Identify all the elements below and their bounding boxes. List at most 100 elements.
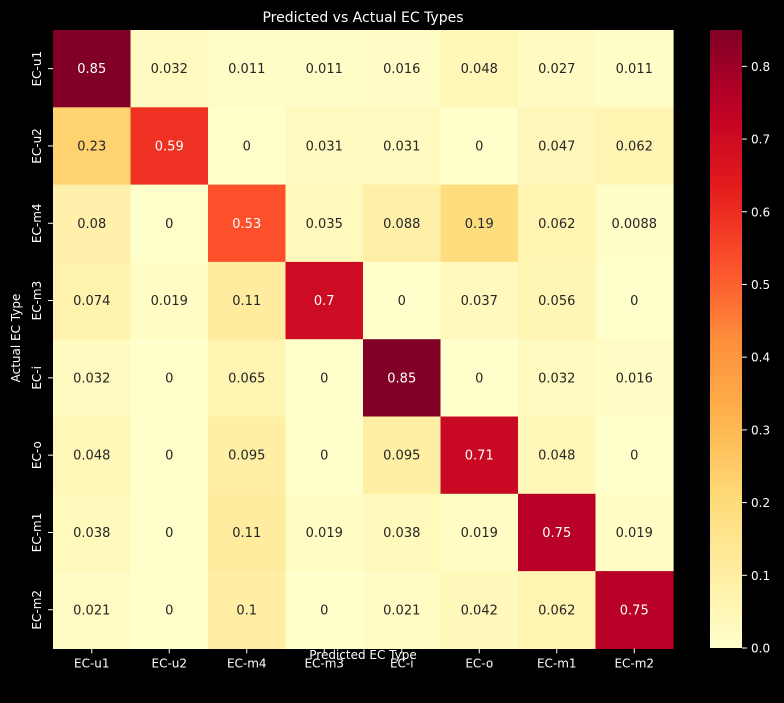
colorbar-gradient [710, 30, 742, 648]
heatmap-cell [53, 107, 132, 186]
cell-value-label: 0.75 [620, 603, 649, 618]
heatmap-cell [440, 107, 519, 186]
heatmap-cell [595, 30, 674, 108]
heatmap-cell [518, 416, 597, 495]
heatmap-cell [595, 184, 674, 263]
heatmap-cell [595, 571, 674, 649]
heatmap-cells: 0.85 0.032 0.011 0.011 0.016 0.048 0.027 0.011 0… [53, 30, 674, 649]
cell-value-label: 0.031 [306, 139, 343, 154]
cell-value-label: 0.032 [538, 371, 575, 386]
cell-value-label: 0.027 [538, 62, 575, 77]
cell-value-label: 0.016 [616, 371, 653, 386]
heatmap-cell [130, 416, 209, 495]
cell-value-label: 0 [165, 526, 173, 541]
heatmap-cell [595, 261, 674, 340]
cell-value-label: 0.042 [461, 603, 498, 618]
cell-value-label: 0.065 [228, 371, 265, 386]
heatmap-cell [208, 416, 287, 495]
cell-value-label: 0.85 [387, 371, 416, 386]
cell-value-label: 0.048 [73, 449, 110, 464]
colorbar-tick-label: 0.2 [751, 496, 770, 510]
cell-value-label: 0.031 [383, 139, 420, 154]
cell-value-label: 0 [398, 294, 406, 309]
heatmap-cell [595, 339, 674, 418]
cell-value-label: 0.019 [616, 526, 653, 541]
cell-value-label: 0 [165, 449, 173, 464]
cell-value-label: 0.0088 [612, 217, 658, 232]
heatmap-cell [285, 339, 364, 418]
heatmap-cell [518, 30, 597, 108]
cell-value-label: 0 [165, 603, 173, 618]
heatmap-cell [363, 416, 442, 495]
x-tick-label: EC-o [465, 656, 493, 670]
cell-value-label: 0 [475, 371, 483, 386]
heatmap-cell [440, 30, 519, 108]
heatmap-cell [285, 261, 364, 340]
cell-value-label: 0.021 [73, 603, 110, 618]
heatmap-cell [285, 493, 364, 572]
heatmap-cell [208, 30, 287, 108]
cell-value-label: 0.019 [306, 526, 343, 541]
heatmap-cell [285, 107, 364, 186]
heatmap-cell [53, 571, 132, 649]
heatmap-cell [208, 184, 287, 263]
cell-value-label: 0.056 [538, 294, 575, 309]
heatmap-cell [285, 30, 364, 108]
cell-value-label: 0.037 [461, 294, 498, 309]
cell-value-label: 0.095 [383, 449, 420, 464]
heatmap-cell [130, 571, 209, 649]
cell-value-label: 0 [630, 449, 638, 464]
heatmap-cell [285, 571, 364, 649]
cell-value-label: 0.062 [616, 139, 653, 154]
cell-value-label: 0.23 [77, 139, 106, 154]
y-tick-label: EC-m3 [30, 281, 44, 321]
cell-value-label: 0.7 [314, 294, 335, 309]
heatmap-cell [208, 339, 287, 418]
heatmap-cell [518, 339, 597, 418]
colorbar-tick-label: 0.1 [751, 569, 770, 583]
cell-value-label: 0.08 [77, 217, 106, 232]
cell-value-label: 0.1 [236, 603, 257, 618]
heatmap-cell [130, 184, 209, 263]
colorbar-tick-label: 0.6 [751, 205, 770, 219]
heatmap-cell [53, 493, 132, 572]
cell-value-label: 0.032 [73, 371, 110, 386]
y-tick-label: EC-u2 [30, 128, 44, 164]
heatmap-cell [285, 416, 364, 495]
cell-value-label: 0.11 [232, 526, 261, 541]
colorbar-tick-label: 0.3 [751, 423, 770, 437]
heatmap-cell [595, 416, 674, 495]
colorbar-tick-label: 0.0 [751, 642, 770, 656]
heatmap-cell [440, 339, 519, 418]
cell-value-label: 0.095 [228, 449, 265, 464]
cell-value-label: 0.85 [77, 62, 106, 77]
heatmap-cell [363, 493, 442, 572]
cell-value-label: 0.53 [232, 217, 261, 232]
colorbar-tick-label: 0.4 [751, 351, 770, 365]
cell-value-label: 0.019 [151, 294, 188, 309]
cell-value-label: 0.038 [383, 526, 420, 541]
heatmap-cell [440, 184, 519, 263]
cell-value-label: 0 [165, 371, 173, 386]
heatmap-cell [595, 493, 674, 572]
cell-value-label: 0.016 [383, 62, 420, 77]
y-tick-label: EC-m2 [30, 590, 44, 630]
heatmap-cell [53, 339, 132, 418]
heatmap-cell [130, 493, 209, 572]
cell-value-label: 0.021 [383, 603, 420, 618]
heatmap-cell [440, 571, 519, 649]
cell-value-label: 0.062 [538, 603, 575, 618]
heatmap-cell [518, 107, 597, 186]
cell-value-label: 0.035 [306, 217, 343, 232]
heatmap-cell [363, 107, 442, 186]
cell-value-label: 0 [320, 371, 328, 386]
heatmap-cell [518, 493, 597, 572]
heatmap-cell [208, 571, 287, 649]
heatmap-cell [440, 416, 519, 495]
cell-value-label: 0.038 [73, 526, 110, 541]
heatmap-cell [363, 571, 442, 649]
chart-title: Predicted vs Actual EC Types [262, 10, 463, 26]
y-tick-label: EC-m4 [30, 203, 44, 243]
